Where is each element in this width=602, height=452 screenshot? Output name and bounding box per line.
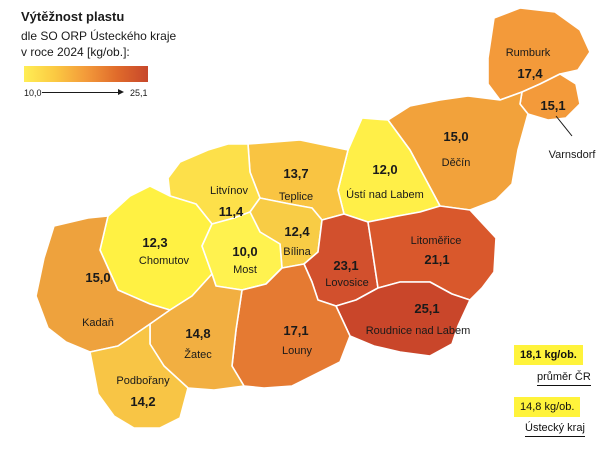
- legend-arrow: [42, 89, 124, 95]
- region-name-label: Rumburk: [506, 47, 551, 59]
- region-value-label: 15,0: [443, 129, 468, 144]
- region-value-label: 12,0: [372, 162, 397, 177]
- region-name-label: Děčín: [442, 157, 471, 169]
- region-average-value: 14,8 kg/ob.: [514, 397, 581, 417]
- region-name-label: Litvínov: [210, 185, 248, 197]
- region-name-label: Varnsdorf: [549, 149, 597, 161]
- region-name-label: Ústí nad Labem: [346, 188, 424, 201]
- region-name-label: Bílina: [283, 246, 311, 258]
- legend-min-label: 10,0: [24, 88, 42, 98]
- region-value-label: 12,4: [284, 224, 310, 239]
- region-name-label: Teplice: [279, 191, 313, 203]
- region-value-label: 25,1: [414, 301, 439, 316]
- map-title: Výtěžnost plastu: [21, 9, 125, 24]
- region-name-label: Chomutov: [139, 255, 190, 267]
- region-value-label: 10,0: [232, 244, 257, 259]
- region-value-label: 14,2: [130, 394, 155, 409]
- region-value-label: 15,0: [85, 270, 110, 285]
- region-roudnice-nad-labem[interactable]: [335, 281, 471, 357]
- region-value-label: 17,4: [517, 66, 543, 81]
- region-name-label: Kadaň: [82, 317, 114, 329]
- region-name-label: Podbořany: [116, 375, 170, 387]
- national-average-value: 18,1 kg/ob.: [514, 345, 583, 365]
- region-value-label: 21,1: [424, 252, 449, 267]
- national-average-label: průměr ČR: [537, 371, 591, 386]
- map-subtitle-line-1: dle SO ORP Ústeckého kraje: [21, 29, 177, 43]
- region-name-label: Most: [233, 264, 257, 276]
- legend-gradient-bar: [24, 66, 148, 82]
- region-value-label: 23,1: [333, 258, 358, 273]
- region-value-label: 11,4: [219, 204, 244, 219]
- region-value-label: 17,1: [283, 323, 308, 338]
- region-name-label: Roudnice nad Labem: [366, 325, 471, 337]
- varnsdorf-leader-line: [555, 115, 573, 137]
- region-value-label: 14,8: [185, 326, 210, 341]
- map-subtitle-line-2: v roce 2024 [kg/ob.]:: [21, 45, 130, 59]
- region-value-label: 13,7: [283, 166, 308, 181]
- region-average-label: Ústecký kraj: [525, 422, 585, 437]
- region-value-label: 12,3: [142, 235, 167, 250]
- region-name-label: Žatec: [184, 348, 212, 361]
- region-name-label: Litoměřice: [411, 235, 462, 247]
- legend-max-label: 25,1: [130, 88, 148, 98]
- region-name-label: Louny: [282, 345, 312, 357]
- region-name-label: Lovosice: [325, 277, 368, 289]
- region-podborany[interactable]: [89, 323, 189, 429]
- region-value-label: 15,1: [540, 98, 565, 113]
